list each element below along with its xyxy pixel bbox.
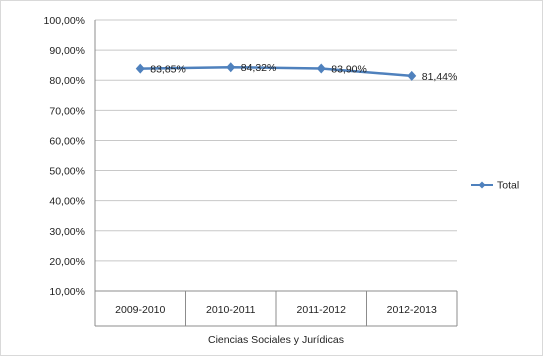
series-layer: 83,85% 84,32% 83,90% 81,44%	[135, 62, 458, 83]
data-point-marker	[226, 62, 236, 73]
y-axis-tick-labels: 10,00% 20,00% 30,00% 40,00% 50,00% 60,00% 70,0…	[44, 15, 85, 298]
data-point-marker	[316, 63, 326, 74]
y-tick-label: 20,00%	[49, 256, 85, 268]
line-chart: 10,00% 20,00% 30,00% 40,00% 50,00% 60,00% 70,0…	[44, 15, 520, 346]
data-label: 83,85%	[150, 64, 186, 76]
x-category-label: 2009-2010	[115, 304, 165, 316]
y-tick-label: 90,00%	[49, 45, 85, 57]
y-tick-label: 50,00%	[49, 166, 85, 178]
y-tick-label: 70,00%	[49, 105, 85, 117]
x-axis-title: Ciencias Sociales y Jurídicas	[208, 334, 344, 346]
series-line-total	[140, 65, 412, 78]
x-category-label: 2010-2011	[206, 304, 256, 316]
data-label: 81,44%	[422, 71, 458, 83]
y-tick-label: 10,00%	[49, 286, 85, 298]
x-category-label: 2011-2012	[297, 304, 347, 316]
axes	[94, 20, 458, 327]
data-point-marker	[135, 63, 145, 74]
y-tick-label: 60,00%	[49, 135, 85, 147]
y-tick-label: 30,00%	[49, 226, 85, 238]
legend-label-total: Total	[497, 180, 519, 192]
data-label: 84,32%	[241, 62, 277, 74]
gridlines	[95, 19, 457, 262]
data-label: 83,90%	[331, 63, 367, 75]
y-tick-label: 40,00%	[49, 196, 85, 208]
y-tick-label: 100,00%	[44, 15, 85, 27]
x-axis-category-labels: 2009-2010 2010-2011 2011-2012 2012-2013	[115, 304, 437, 316]
x-category-label: 2012-2013	[387, 304, 437, 316]
data-point-marker	[407, 70, 417, 81]
legend-marker-total	[478, 181, 486, 189]
y-tick-label: 80,00%	[49, 75, 85, 87]
legend: Total	[471, 180, 519, 192]
